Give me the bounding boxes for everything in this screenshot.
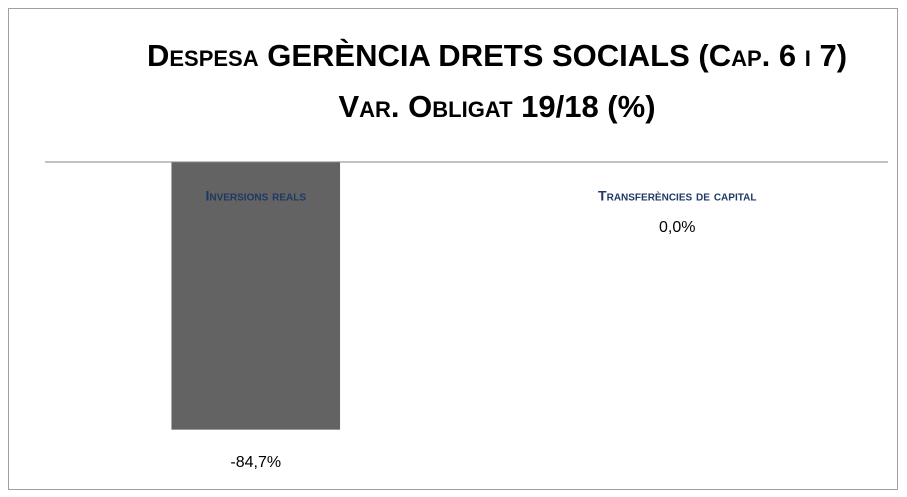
data-label: 0,0% <box>659 219 695 236</box>
category-label: Transferències de capital <box>598 188 756 204</box>
data-label: -84,7% <box>230 454 281 471</box>
chart-title: Despesa GERÈNCIA DRETS SOCIALS (Cap. 6 i… <box>146 38 848 124</box>
category-label: Inversions reals <box>205 188 306 204</box>
bar <box>171 162 341 430</box>
chart-border <box>8 8 898 490</box>
